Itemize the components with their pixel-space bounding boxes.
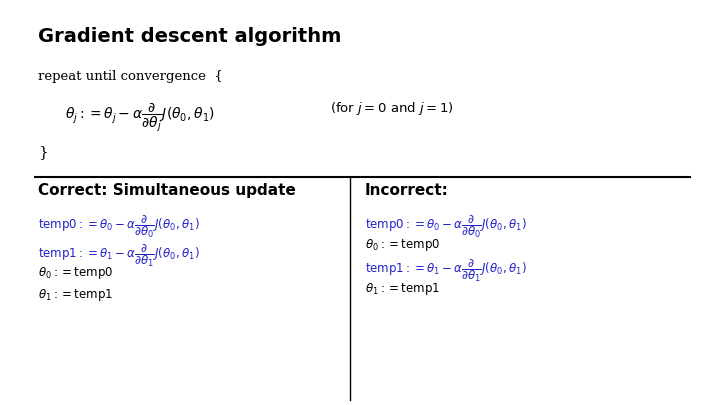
- Text: $\theta_1 := \mathrm{temp1}$: $\theta_1 := \mathrm{temp1}$: [38, 287, 113, 303]
- Text: $\theta_j := \theta_j - \alpha\dfrac{\partial}{\partial\theta_j}J(\theta_0, \the: $\theta_j := \theta_j - \alpha\dfrac{\pa…: [65, 100, 215, 134]
- Text: $\mathrm{temp0} := \theta_0 - \alpha\dfrac{\partial}{\partial\theta_0}J(\theta_0: $\mathrm{temp0} := \theta_0 - \alpha\dfr…: [38, 213, 199, 240]
- Text: $\theta_0 := \mathrm{temp0}$: $\theta_0 := \mathrm{temp0}$: [365, 237, 440, 253]
- Text: Gradient descent algorithm: Gradient descent algorithm: [38, 27, 341, 46]
- Text: Incorrect:: Incorrect:: [365, 183, 449, 198]
- Text: }: }: [38, 145, 48, 159]
- Text: repeat until convergence  {: repeat until convergence {: [38, 70, 223, 83]
- Text: (for $j = 0$ and $j = 1$): (for $j = 0$ and $j = 1$): [330, 100, 454, 117]
- Text: $\mathrm{temp0} := \theta_0 - \alpha\dfrac{\partial}{\partial\theta_0}J(\theta_0: $\mathrm{temp0} := \theta_0 - \alpha\dfr…: [365, 213, 526, 240]
- Text: Correct: Simultaneous update: Correct: Simultaneous update: [38, 183, 296, 198]
- Text: $\mathrm{temp1} := \theta_1 - \alpha\dfrac{\partial}{\partial\theta_1}J(\theta_0: $\mathrm{temp1} := \theta_1 - \alpha\dfr…: [38, 242, 199, 269]
- Text: $\theta_1 := \mathrm{temp1}$: $\theta_1 := \mathrm{temp1}$: [365, 281, 440, 297]
- Text: $\mathrm{temp1} := \theta_1 - \alpha\dfrac{\partial}{\partial\theta_1}J(\theta_0: $\mathrm{temp1} := \theta_1 - \alpha\dfr…: [365, 257, 526, 284]
- Text: $\theta_0 := \mathrm{temp0}$: $\theta_0 := \mathrm{temp0}$: [38, 265, 113, 281]
